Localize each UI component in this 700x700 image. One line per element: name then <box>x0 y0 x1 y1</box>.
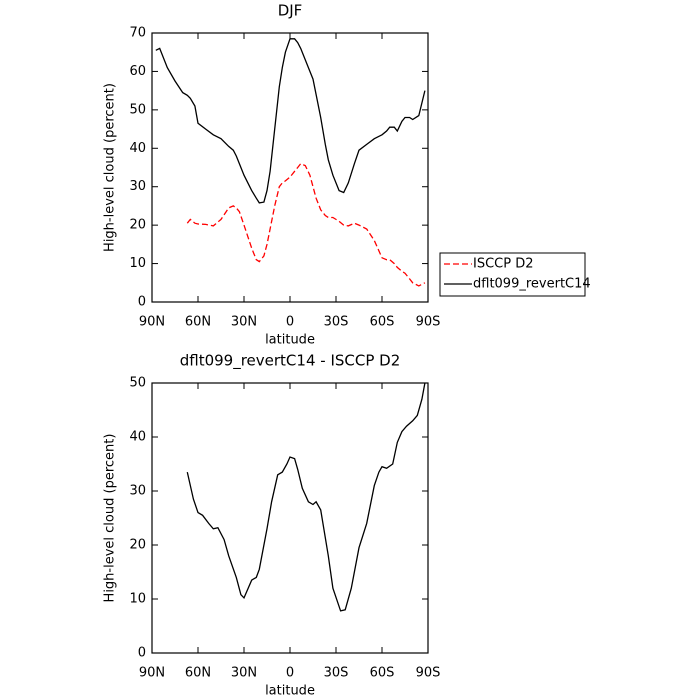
x-tick-label: 0 <box>286 666 294 681</box>
data-line <box>186 162 426 287</box>
y-tick-label: 10 <box>129 592 146 607</box>
y-tick-label: 20 <box>129 218 146 233</box>
x-tick-label: 90S <box>416 315 441 330</box>
y-tick-label: 70 <box>129 26 146 41</box>
y-tick-label: 40 <box>129 430 146 445</box>
x-tick-label: 60N <box>185 666 211 681</box>
x-tick-label: 30S <box>324 315 349 330</box>
x-axis-label: latitude <box>265 333 315 348</box>
legend-box <box>439 252 586 297</box>
y-tick-label: 30 <box>129 484 146 499</box>
y-tick-label: 60 <box>129 64 146 79</box>
y-tick-label: 50 <box>129 102 146 117</box>
x-tick-label: 0 <box>286 315 294 330</box>
y-axis-label: High-level cloud (percent) <box>103 434 118 603</box>
legend-label: dflt099_revertC14 <box>473 277 591 292</box>
x-tick-label: 90N <box>139 666 165 681</box>
x-tick-label: 30N <box>231 666 257 681</box>
x-tick-label: 60S <box>370 315 395 330</box>
chart-title: DJF <box>278 2 303 20</box>
data-line <box>155 38 426 204</box>
y-tick-label: 20 <box>129 538 146 553</box>
x-tick-label: 90N <box>139 315 165 330</box>
x-tick-label: 60N <box>185 315 211 330</box>
x-axis-label: latitude <box>265 684 315 699</box>
x-tick-label: 30S <box>324 666 349 681</box>
plot-frame <box>151 382 429 654</box>
y-axis-label: High-level cloud (percent) <box>103 83 118 252</box>
data-line <box>186 382 426 612</box>
x-tick-label: 60S <box>370 666 395 681</box>
y-tick-label: 0 <box>138 295 146 310</box>
x-tick-label: 30N <box>231 315 257 330</box>
y-tick-label: 10 <box>129 256 146 271</box>
y-tick-label: 40 <box>129 141 146 156</box>
y-tick-label: 50 <box>129 376 146 391</box>
x-tick-label: 90S <box>416 666 441 681</box>
legend-label: ISCCP D2 <box>473 257 534 272</box>
plot-frame <box>151 32 429 303</box>
y-tick-label: 30 <box>129 179 146 194</box>
chart-title: dflt099_revertC14 - ISCCP D2 <box>180 352 401 371</box>
y-tick-label: 0 <box>138 646 146 661</box>
